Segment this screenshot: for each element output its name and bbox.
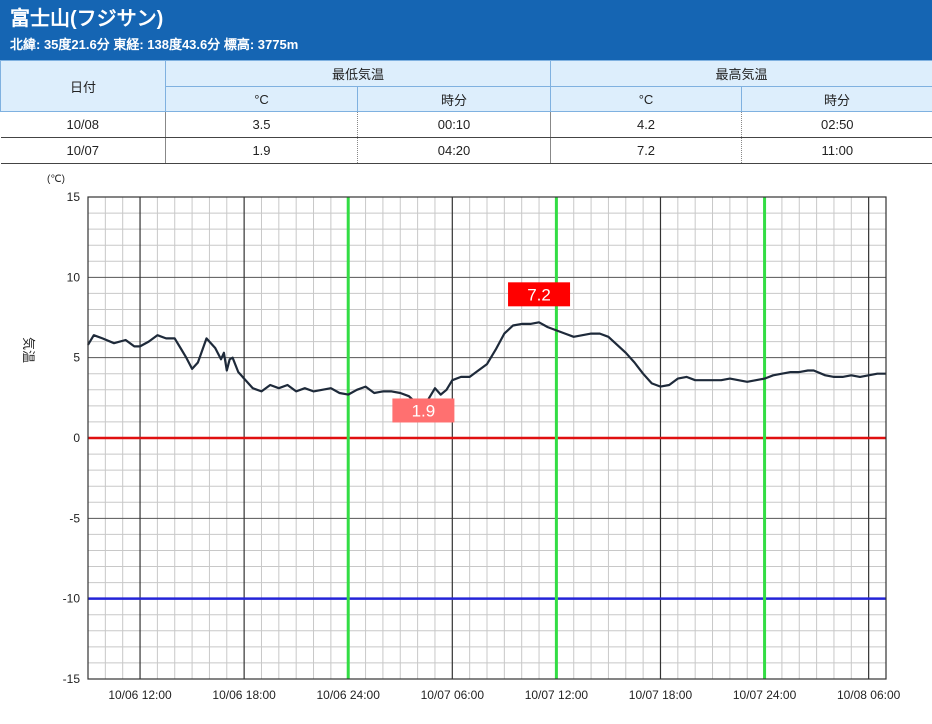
max-temp-header: 最高気温	[550, 60, 932, 87]
station-header: 富士山(フジサン) 北緯: 35度21.6分 東経: 138度43.6分 標高:…	[0, 0, 932, 60]
x-tick-label: 10/06 18:00	[212, 688, 276, 702]
y-tick-label: 0	[73, 431, 80, 445]
y-tick-label: -5	[69, 511, 80, 525]
axis-layer: 15 10 5 0 -5 -10 -15 10/06 12:00 10/06 18:00 10/0…	[63, 190, 901, 702]
row-max-time: 02:50	[741, 111, 932, 138]
table-row: 10/08 3.5 00:10 4.2 02:50	[0, 111, 932, 138]
y-tick-label: -15	[63, 672, 81, 686]
temperature-chart: 7.2 1.9 15 10 5 0 -5 -10 -15 10/06 12:00 10/06 18…	[0, 164, 932, 723]
y-tick-label: 5	[73, 351, 80, 365]
row-min-time: 00:10	[356, 111, 551, 138]
x-tick-label: 10/07 24:00	[733, 688, 797, 702]
annotation-badge	[392, 398, 455, 423]
temperature-chart-svg: 7.2 1.9 15 10 5 0 -5 -10 -15 10/06 12:00 10/06 18…	[21, 174, 901, 702]
x-tick-label: 10/07 06:00	[421, 688, 485, 702]
annotation-label: 1.9	[412, 401, 436, 420]
y-axis-label: 気温	[21, 337, 36, 363]
y-tick-label: 15	[67, 190, 81, 204]
annotation-label: 7.2	[527, 285, 551, 304]
annotation-badge	[508, 282, 571, 307]
temperature-summary-table: 日付 最低気温 最高気温 °C 時分 °C 時分 10/08 3.5 00:10…	[0, 60, 932, 164]
row-min-value: 3.5	[165, 111, 358, 138]
x-tick-label: 10/07 12:00	[525, 688, 589, 702]
table-row: 10/07 1.9 04:20 7.2 11:00	[0, 137, 932, 164]
plot-frame	[87, 196, 887, 680]
row-min-value: 1.9	[165, 137, 358, 164]
y-unit-label: (℃)	[47, 174, 65, 185]
min-temp-header: 最低気温	[164, 60, 552, 87]
date-column-header: 日付	[0, 60, 166, 112]
x-tick-label: 10/06 24:00	[317, 688, 381, 702]
x-tick-label: 10/07 18:00	[629, 688, 693, 702]
row-max-value: 4.2	[550, 111, 742, 138]
station-coordinates: 北緯: 35度21.6分 東経: 138度43.6分 標高: 3775m	[10, 37, 299, 52]
annotation-layer: 7.2 1.9	[392, 282, 571, 423]
y-tick-label: -10	[63, 592, 81, 606]
station-name: 富士山(フジサン)	[10, 8, 164, 30]
min-unit-header: °C	[165, 86, 358, 112]
series-layer	[87, 321, 886, 409]
row-date: 10/07	[0, 137, 166, 164]
max-unit-header: °C	[550, 86, 743, 112]
row-min-time: 04:20	[356, 137, 551, 164]
x-tick-label: 10/06 12:00	[108, 688, 172, 702]
row-max-time: 11:00	[741, 137, 932, 164]
min-time-header: 時分	[356, 86, 552, 112]
reference-lines-layer	[88, 197, 886, 679]
max-time-header: 時分	[741, 86, 932, 112]
temperature-series-line	[87, 321, 886, 409]
x-tick-label: 10/08 06:00	[837, 688, 901, 702]
row-date: 10/08	[0, 111, 166, 138]
row-max-value: 7.2	[550, 137, 742, 164]
y-tick-label: 10	[67, 270, 81, 284]
